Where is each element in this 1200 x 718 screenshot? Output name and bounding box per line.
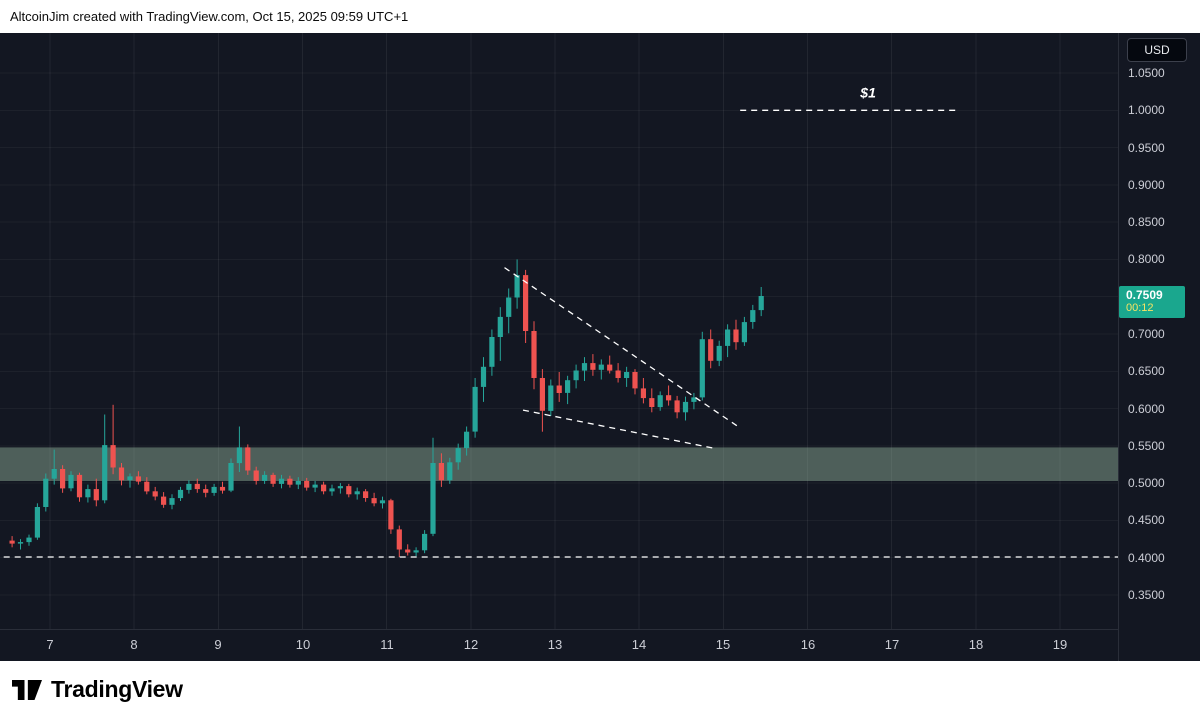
price-axis[interactable]: USD 1.0500 1.0000 0.9500 0.9000 0.8500 0.8000… [1118, 33, 1200, 661]
support-zone [0, 447, 1118, 481]
price-tick-label: 0.8500 [1128, 215, 1165, 229]
time-tick-label: 19 [1052, 637, 1068, 652]
price-tick-label: 0.6000 [1128, 402, 1165, 416]
attribution-bar: AltcoinJim created with TradingView.com,… [0, 0, 1200, 33]
time-tick-label: 17 [884, 637, 900, 652]
time-axis[interactable]: 7 8 9 10 11 12 13 14 15 16 17 18 19 [0, 629, 1118, 661]
bar-countdown: 00:12 [1126, 302, 1154, 314]
one-dollar-label: $1 [859, 84, 876, 100]
price-tick-label: 0.5500 [1128, 439, 1165, 453]
candlestick-series [9, 259, 764, 557]
grid [0, 33, 1118, 629]
time-tick-label: 9 [214, 637, 222, 652]
time-tick-label: 15 [715, 637, 731, 652]
time-tick-label: 8 [130, 637, 138, 652]
tradingview-logo-icon [12, 679, 42, 700]
price-tick-label: 0.4500 [1128, 513, 1165, 527]
last-price-badge: 0.7509 00:12 [1119, 286, 1185, 318]
time-tick-label: 12 [463, 637, 479, 652]
brand-name: TradingView [51, 676, 183, 702]
time-tick-label: 13 [547, 637, 563, 652]
price-tick-label: 1.0000 [1128, 103, 1165, 117]
last-price-value: 0.7509 [1126, 288, 1163, 302]
chart-window: $1 7 8 9 10 11 12 13 14 15 16 17 18 19 USD 1.0500 1.0… [0, 33, 1200, 661]
time-tick-label: 18 [968, 637, 984, 652]
attribution-text: AltcoinJim created with TradingView.com,… [10, 9, 409, 24]
time-tick-label: 16 [800, 637, 816, 652]
time-tick-label: 7 [46, 637, 54, 652]
price-tick-label: 0.7000 [1128, 327, 1165, 341]
price-tick-label: 0.4000 [1128, 551, 1165, 565]
chart-area[interactable]: $1 7 8 9 10 11 12 13 14 15 16 17 18 19 [0, 33, 1118, 661]
price-tick-label: 0.6500 [1128, 364, 1165, 378]
drawings[interactable]: $1 [3, 84, 1118, 558]
price-tick-label: 0.5000 [1128, 476, 1165, 490]
time-tick-label: 10 [295, 637, 311, 652]
price-tick-label: 0.9500 [1128, 141, 1165, 155]
price-tick-label: 0.3500 [1128, 588, 1165, 602]
tradingview-logo-link[interactable]: TradingView [12, 676, 183, 703]
price-tick-label: 0.9000 [1128, 178, 1165, 192]
currency-button[interactable]: USD [1127, 38, 1187, 62]
time-tick-label: 14 [631, 637, 647, 652]
time-tick-label: 11 [380, 637, 394, 652]
price-tick-label: 0.8000 [1128, 252, 1165, 266]
footer-bar: TradingView [0, 661, 1200, 718]
price-chart[interactable]: $1 [0, 33, 1118, 629]
price-tick-label: 1.0500 [1128, 66, 1165, 80]
